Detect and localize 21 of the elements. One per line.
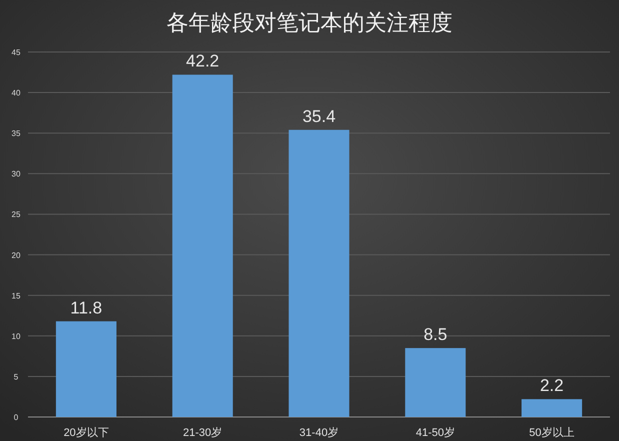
x-tick-label: 20岁以下: [64, 426, 109, 439]
data-label: 8.5: [424, 325, 448, 344]
y-tick-label: 30: [12, 170, 21, 179]
x-tick-label: 21-30岁: [183, 427, 222, 439]
data-label: 35.4: [302, 106, 336, 126]
y-tick-label: 25: [12, 210, 21, 220]
y-tick-label: 40: [12, 88, 21, 98]
y-tick-label: 45: [12, 48, 21, 57]
y-tick-label: 5: [14, 372, 19, 382]
data-label: 11.8: [70, 298, 102, 318]
y-tick-label: 15: [12, 291, 21, 300]
data-label: 42.2: [186, 52, 220, 71]
chart-title: 各年龄段对笔记本的关注程度: [166, 10, 452, 35]
y-tick-label: 35: [12, 129, 21, 138]
y-tick-label: 20: [12, 250, 21, 260]
data-label: 2.2: [540, 376, 564, 396]
x-tick-label: 41-50岁: [416, 427, 455, 439]
x-tick-label: 31-40岁: [299, 427, 339, 439]
y-tick-label: 0: [14, 413, 19, 422]
y-tick-label: 10: [12, 332, 21, 341]
x-tick-label: 50岁以上: [529, 426, 574, 439]
